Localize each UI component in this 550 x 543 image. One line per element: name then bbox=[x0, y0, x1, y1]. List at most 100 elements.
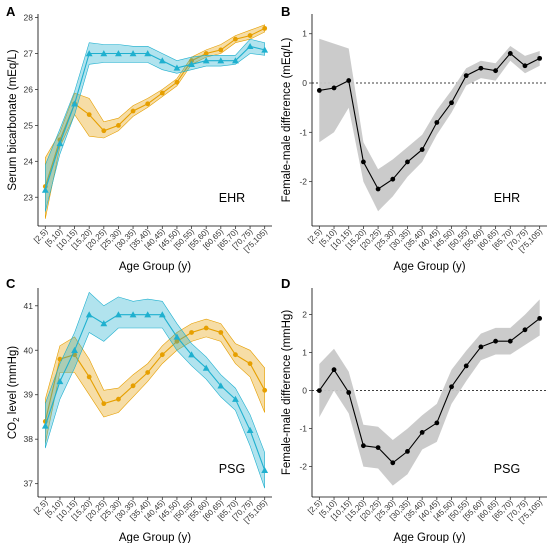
data-point-triangle bbox=[202, 57, 210, 64]
data-point-circle bbox=[262, 387, 268, 393]
data-point-circle bbox=[419, 147, 425, 152]
data-point-circle bbox=[331, 85, 337, 91]
data-point-triangle bbox=[217, 57, 225, 64]
data-point-circle bbox=[233, 36, 238, 42]
series-line-0 bbox=[44, 27, 265, 187]
series-line-0 bbox=[44, 327, 266, 422]
data-point-circle bbox=[218, 47, 224, 53]
y-tick-label: 26 bbox=[24, 84, 34, 94]
data-point-circle bbox=[361, 159, 366, 165]
panel-letter: C bbox=[6, 276, 16, 291]
data-point-circle bbox=[145, 370, 151, 375]
data-point-circle bbox=[346, 78, 352, 83]
data-point-circle bbox=[203, 325, 209, 331]
data-point-circle bbox=[316, 88, 322, 93]
y-tick-label: 23 bbox=[24, 192, 34, 202]
series-line-0 bbox=[318, 317, 541, 464]
data-point-circle bbox=[478, 344, 484, 350]
data-source-annotation: EHR bbox=[494, 191, 520, 205]
data-point-triangle bbox=[41, 422, 49, 429]
data-point-triangle bbox=[41, 186, 49, 193]
data-point-triangle bbox=[158, 57, 166, 64]
y-tick-label: -1 bbox=[299, 424, 307, 434]
data-point-circle bbox=[434, 120, 440, 125]
data-point-triangle bbox=[232, 395, 239, 402]
y-tick-label: 2 bbox=[302, 310, 307, 320]
data-point-triangle bbox=[232, 57, 239, 64]
data-point-triangle bbox=[188, 60, 195, 68]
data-point-circle bbox=[247, 361, 253, 366]
y-axis-title: Serum bicarbonate (mEq/L) bbox=[7, 49, 19, 190]
y-tick-label: 38 bbox=[24, 434, 34, 444]
confidence-ribbon-1 bbox=[45, 291, 265, 489]
data-point-triangle bbox=[100, 320, 108, 327]
data-point-circle bbox=[130, 108, 136, 114]
data-point-circle bbox=[463, 363, 469, 369]
panel-letter: D bbox=[281, 276, 290, 291]
data-point-triangle bbox=[217, 382, 225, 389]
data-point-circle bbox=[145, 101, 151, 107]
data-point-circle bbox=[130, 383, 136, 389]
data-point-circle bbox=[375, 186, 381, 192]
data-point-triangle bbox=[85, 311, 93, 318]
data-point-circle bbox=[390, 460, 396, 466]
data-point-circle bbox=[174, 338, 180, 344]
y-axis-title: Female-male difference (mEq/L) bbox=[281, 37, 293, 202]
data-point-circle bbox=[375, 445, 381, 450]
y-tick-label: -2 bbox=[299, 177, 307, 187]
data-point-circle bbox=[507, 51, 513, 56]
y-tick-label: 24 bbox=[24, 156, 34, 166]
data-point-triangle bbox=[129, 50, 137, 57]
data-point-circle bbox=[203, 51, 209, 56]
data-source-annotation: PSG bbox=[494, 462, 520, 476]
data-point-circle bbox=[463, 73, 469, 79]
confidence-ribbon-0 bbox=[45, 24, 265, 219]
data-point-triangle bbox=[100, 50, 108, 57]
data-point-circle bbox=[522, 63, 528, 69]
y-tick-label: 0 bbox=[302, 78, 307, 88]
data-point-circle bbox=[159, 352, 165, 358]
data-point-triangle bbox=[71, 100, 78, 107]
x-axis-title: Age Group (y) bbox=[393, 261, 465, 273]
data-point-circle bbox=[86, 112, 92, 118]
data-point-triangle bbox=[56, 139, 64, 147]
y-tick-label: 28 bbox=[24, 13, 34, 23]
y-tick-label: 0 bbox=[302, 386, 307, 396]
data-point-circle bbox=[522, 327, 528, 333]
data-point-circle bbox=[116, 122, 121, 128]
y-tick-label: -2 bbox=[299, 462, 307, 472]
panel-letter: B bbox=[281, 4, 290, 19]
data-point-triangle bbox=[246, 42, 254, 50]
data-point-triangle bbox=[246, 426, 254, 434]
data-point-circle bbox=[405, 159, 410, 165]
data-point-circle bbox=[419, 430, 425, 435]
data-point-circle bbox=[449, 100, 454, 106]
y-axis-title: Female-male difference (mmHg) bbox=[281, 310, 293, 475]
data-point-triangle bbox=[56, 377, 64, 385]
data-point-circle bbox=[346, 390, 352, 395]
data-point-circle bbox=[174, 79, 180, 85]
data-point-triangle bbox=[173, 333, 181, 340]
data-point-circle bbox=[101, 401, 107, 407]
data-point-triangle bbox=[202, 364, 210, 371]
x-axis-title: Age Group (y) bbox=[119, 261, 191, 273]
data-point-circle bbox=[493, 338, 498, 344]
data-point-circle bbox=[159, 90, 165, 96]
data-point-circle bbox=[116, 396, 121, 402]
data-point-circle bbox=[316, 388, 322, 393]
data-point-triangle bbox=[144, 50, 152, 57]
data-point-triangle bbox=[261, 46, 269, 53]
data-point-triangle bbox=[144, 311, 152, 318]
confidence-ribbon-1 bbox=[45, 38, 265, 212]
data-point-circle bbox=[434, 420, 440, 426]
data-point-triangle bbox=[115, 311, 122, 318]
data-point-circle bbox=[262, 25, 268, 31]
data-point-circle bbox=[405, 449, 410, 454]
y-axis-title: CO2 level (mmHg) bbox=[7, 346, 21, 439]
y-tick-label: -1 bbox=[299, 127, 307, 137]
data-point-triangle bbox=[129, 311, 137, 318]
confidence-ribbon-0 bbox=[319, 38, 540, 212]
data-point-circle bbox=[189, 58, 194, 64]
data-point-circle bbox=[537, 316, 543, 321]
